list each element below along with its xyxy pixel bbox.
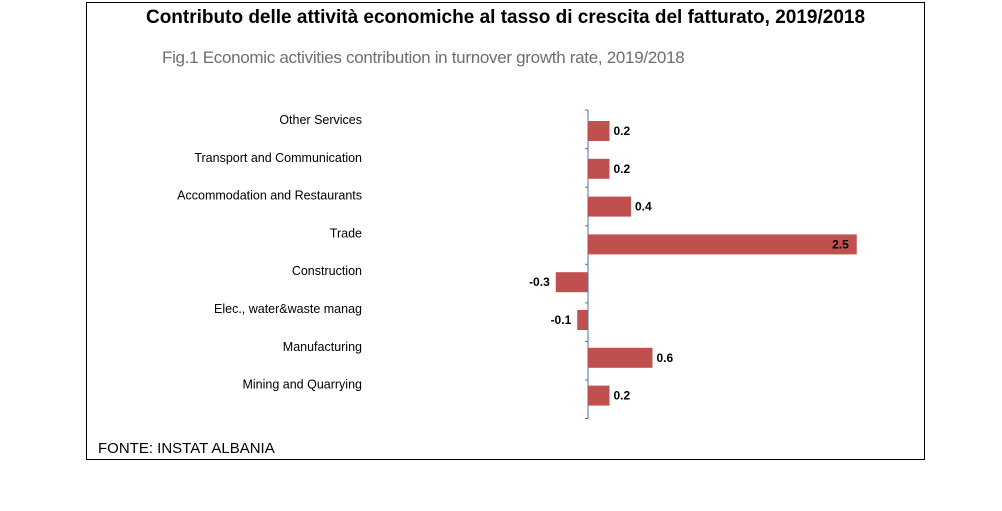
data-label: 0.6 xyxy=(657,351,674,365)
data-label: 0.2 xyxy=(614,124,631,138)
category-label: Mining and Quarrying xyxy=(242,378,362,392)
figure-frame: Contributo delle attività economiche al … xyxy=(86,2,925,460)
bar xyxy=(555,272,588,293)
bar xyxy=(588,121,610,141)
category-label: Trade xyxy=(330,226,362,240)
bar xyxy=(588,347,653,368)
data-label: 0.4 xyxy=(635,200,652,214)
data-label: 0.2 xyxy=(614,162,631,176)
category-label: Accommodation and Restaurants xyxy=(177,189,362,203)
bar xyxy=(588,385,610,406)
data-label: -0.3 xyxy=(529,275,550,289)
figure-title: Contributo delle attività economiche al … xyxy=(145,7,866,28)
bar xyxy=(588,234,857,255)
bar xyxy=(588,158,610,179)
data-label: 2.5 xyxy=(832,237,849,251)
category-label: Transport and Communication xyxy=(194,151,362,165)
source-note: FONTE: INSTAT ALBANIA xyxy=(98,440,275,457)
category-label: Manufacturing xyxy=(283,340,362,354)
bar xyxy=(577,310,588,330)
chart-title: Fig.1 Economic activities contribution i… xyxy=(162,48,685,67)
category-label: Construction xyxy=(292,264,362,278)
bar xyxy=(588,196,631,217)
data-label: 0.2 xyxy=(614,389,631,403)
category-label: Other Services xyxy=(279,113,362,127)
category-label: Elec., water&waste manag xyxy=(214,302,362,316)
data-label: -0.1 xyxy=(551,313,572,327)
